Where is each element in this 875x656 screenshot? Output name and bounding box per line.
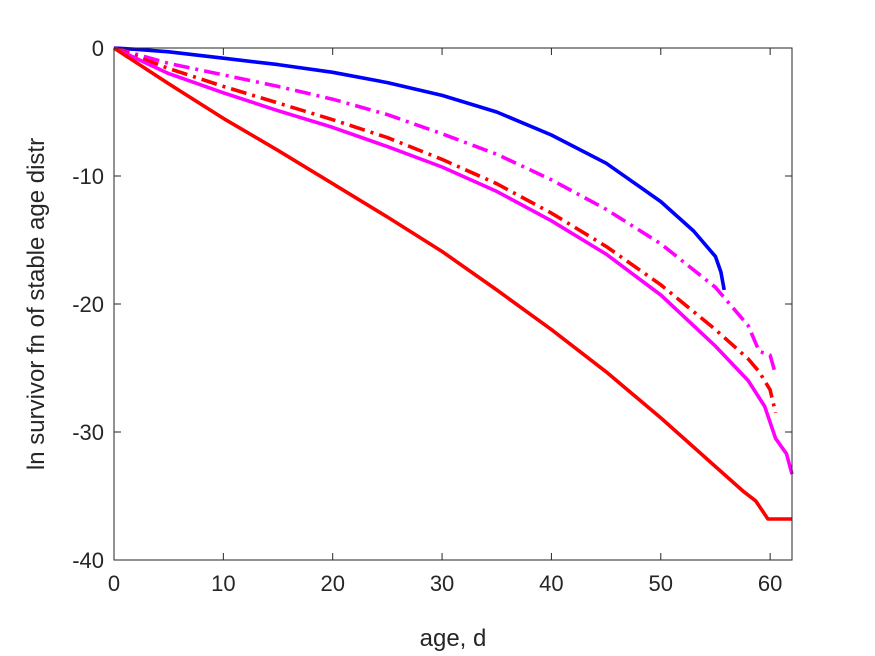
x-tick-label: 30	[430, 571, 454, 596]
series-line-blue-solid	[113, 46, 726, 291]
x-tick-label: 0	[108, 571, 120, 596]
x-tick-label: 10	[211, 571, 235, 596]
y-axis-label: ln survivor fn of stable age distr	[23, 138, 50, 470]
series-layer	[113, 46, 794, 521]
x-tick-label: 20	[320, 571, 344, 596]
y-tick-label: -10	[72, 164, 104, 189]
x-tick-label: 40	[539, 571, 563, 596]
series-line-magenta-solid	[113, 46, 794, 475]
y-tick-label: 0	[92, 36, 104, 61]
x-tick-label: 60	[758, 571, 782, 596]
x-axis-label: age, d	[420, 625, 487, 652]
plot-frame	[113, 47, 793, 561]
y-tick-label: -40	[72, 548, 104, 573]
y-tick-label: -30	[72, 420, 104, 445]
y-tick-label: -20	[72, 292, 104, 317]
x-tick-label: 50	[649, 571, 673, 596]
series-line-magenta-dashdot	[113, 46, 778, 375]
series-line-red-solid	[113, 46, 792, 521]
series-line-red-dashdot	[113, 46, 778, 414]
ticks-layer: 0 10 20 30 40 50 60 0 -10 -20 -30 -40	[72, 36, 792, 596]
